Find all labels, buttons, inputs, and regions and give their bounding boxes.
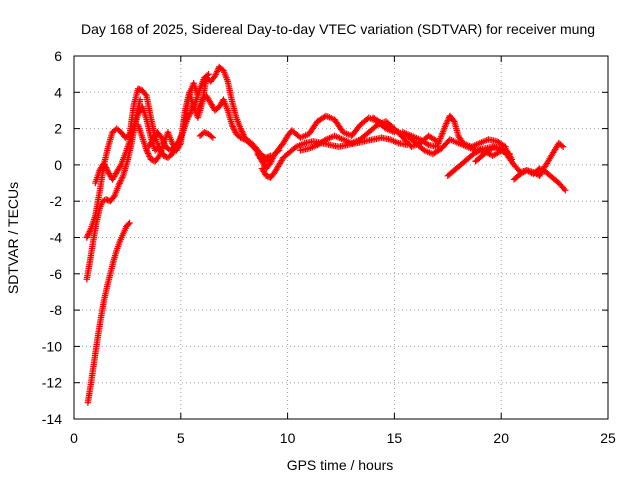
y-tick-label: -6: [50, 266, 63, 282]
x-axis: 0 5 10 15 20 25: [70, 56, 616, 446]
series-9-markers: [196, 129, 217, 141]
x-tick-label: 15: [387, 430, 403, 446]
y-tick-label: -12: [42, 375, 62, 391]
y-tick-label: -10: [42, 338, 62, 354]
series-7: [198, 63, 283, 165]
x-tick-label: 5: [177, 430, 185, 446]
series-9: [196, 129, 217, 141]
y-axis-label: SDTVAR / TECUs: [5, 182, 21, 294]
y-tick-label: -4: [50, 230, 63, 246]
x-tick-label: 0: [70, 430, 78, 446]
y-tick-label: 0: [54, 157, 62, 173]
series-7-markers: [198, 63, 283, 165]
series-17-markers: [510, 139, 567, 183]
series-10: [258, 134, 411, 181]
series-17: [510, 139, 567, 183]
y-tick-label: -2: [50, 193, 63, 209]
series-8: [194, 92, 274, 161]
grid-lines: [74, 56, 608, 419]
series-0: [84, 219, 133, 406]
y-tick-label: 6: [54, 48, 62, 64]
y-tick-label: 4: [54, 84, 62, 100]
y-axis: -14 -12 -10 -8 -6 -4 -2 0 2 4 6: [42, 48, 608, 427]
x-tick-label: 10: [280, 430, 296, 446]
y-tick-label: 2: [54, 121, 62, 137]
series-14: [399, 112, 509, 150]
x-axis-label: GPS time / hours: [287, 457, 394, 473]
y-tick-label: -14: [42, 411, 62, 427]
x-tick-label: 25: [600, 430, 616, 446]
data-points: [83, 63, 569, 406]
chart-title: Day 168 of 2025, Sidereal Day-to-day VTE…: [81, 21, 595, 37]
x-tick-label: 20: [493, 430, 509, 446]
y-tick-label: -8: [50, 302, 63, 318]
